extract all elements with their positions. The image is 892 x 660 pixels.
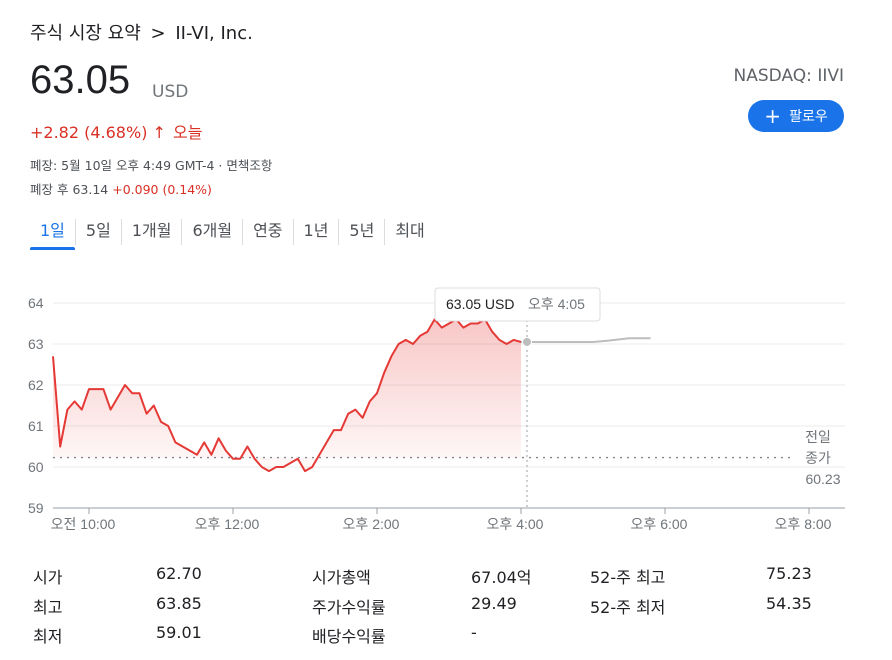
current-price: 63.05 — [30, 58, 131, 102]
breadcrumb-section-link[interactable]: 주식 시장 요약 — [30, 23, 141, 44]
y-tick-label: 60 — [28, 459, 44, 475]
tab-6m[interactable]: 6개월 — [192, 221, 233, 240]
change-value: +2.82 (4.68%) — [30, 123, 148, 142]
tab-divider — [181, 219, 183, 245]
stat-value-52w-high: 75.23 — [766, 564, 812, 583]
after-hours-line — [521, 337, 651, 343]
x-tick-label: 오후 2:00 — [343, 516, 400, 532]
close-info: 폐장: 5월 10일 오후 4:49 GMT-4 · 면책조항 — [30, 158, 273, 173]
stat-value-mktcap: 67.04억 — [471, 568, 532, 587]
y-tick-label: 59 — [28, 500, 44, 516]
tab-divider — [338, 219, 340, 245]
exchange-ticker: NASDAQ: IIVI — [733, 66, 844, 86]
after-hours-label: 폐장 후 63.14 — [30, 182, 109, 197]
stat-value-52w-low: 54.35 — [766, 594, 812, 613]
follow-button[interactable]: + 팔로우 — [748, 100, 844, 132]
x-tick-label: 오전 10:00 — [51, 516, 116, 532]
plus-icon: + — [764, 104, 782, 128]
tab-divider — [120, 219, 122, 245]
after-hours-info: 폐장 후 63.14 +0.090 (0.14%) — [30, 179, 212, 198]
up-arrow-icon: ↑ — [152, 123, 166, 142]
tab-1m[interactable]: 1개월 — [131, 221, 172, 240]
price-area-fill — [53, 319, 521, 472]
price-line — [52, 318, 522, 473]
stat-label-mktcap: 시가총액 — [312, 568, 371, 587]
breadcrumb-company: II-VI, Inc. — [175, 23, 253, 44]
stat-value-divyield: - — [471, 623, 477, 642]
after-hours-change: +0.090 (0.14%) — [112, 182, 212, 197]
prev-close-label: 전일 — [805, 429, 831, 445]
breadcrumb: 주식 시장 요약 > II-VI, Inc. — [30, 19, 253, 45]
y-tick-label: 61 — [28, 418, 44, 434]
y-tick-label: 62 — [28, 377, 44, 393]
tab-5y[interactable]: 5년 — [349, 221, 375, 240]
tab-ytd[interactable]: 연중 — [253, 221, 283, 240]
stat-value-low: 59.01 — [156, 623, 202, 642]
stat-label-52w-low: 52-주 최저 — [590, 598, 666, 617]
price-chart[interactable]: 64 63 62 61 60 59 오전 10:00 오후 12:00 오후 2:00 오후 4:… — [0, 270, 892, 540]
range-tabs: 1일 5일 1개월 6개월 연중 1년 5년 최대 — [30, 216, 435, 252]
tab-1d[interactable]: 1일 — [30, 216, 75, 250]
stat-label-52w-high: 52-주 최고 — [590, 568, 666, 587]
stat-label-open: 시가 — [33, 568, 63, 587]
tab-max[interactable]: 최대 — [395, 221, 425, 240]
y-tick-label: 64 — [28, 295, 44, 311]
hover-dot — [522, 336, 532, 347]
tab-5d[interactable]: 5일 — [85, 221, 111, 240]
stat-label-divyield: 배당수익률 — [312, 627, 386, 646]
tooltip-price: 63.05 USD — [446, 296, 514, 312]
stat-label-high: 최고 — [33, 598, 63, 617]
breadcrumb-separator: > — [150, 23, 166, 44]
tooltip-box — [434, 287, 601, 322]
stat-label-pe: 주가수익률 — [312, 598, 386, 617]
x-tick-label: 오후 8:00 — [775, 516, 832, 532]
change-period: 오늘 — [173, 123, 203, 142]
y-tick-label: 63 — [28, 336, 44, 352]
price-change: +2.82 (4.68%) ↑ 오늘 — [30, 119, 202, 143]
follow-button-label: 팔로우 — [789, 109, 828, 125]
tab-1y[interactable]: 1년 — [303, 221, 329, 240]
stat-value-pe: 29.49 — [471, 594, 517, 613]
tooltip-time: 오후 4:05 — [528, 296, 585, 312]
currency-label: USD — [152, 82, 189, 102]
stat-value-high: 63.85 — [156, 594, 202, 613]
tab-divider — [242, 219, 244, 245]
tab-divider — [292, 219, 294, 245]
tab-divider — [74, 219, 76, 245]
stat-label-low: 최저 — [33, 627, 63, 646]
prev-close-value: 60.23 — [805, 471, 840, 487]
stat-value-open: 62.70 — [156, 564, 202, 583]
x-tick-label: 오후 12:00 — [195, 516, 260, 532]
x-tick-label: 오후 6:00 — [631, 516, 688, 532]
x-tick-label: 오후 4:00 — [487, 516, 544, 532]
tab-divider — [384, 219, 386, 245]
prev-close-label: 종가 — [805, 450, 831, 466]
